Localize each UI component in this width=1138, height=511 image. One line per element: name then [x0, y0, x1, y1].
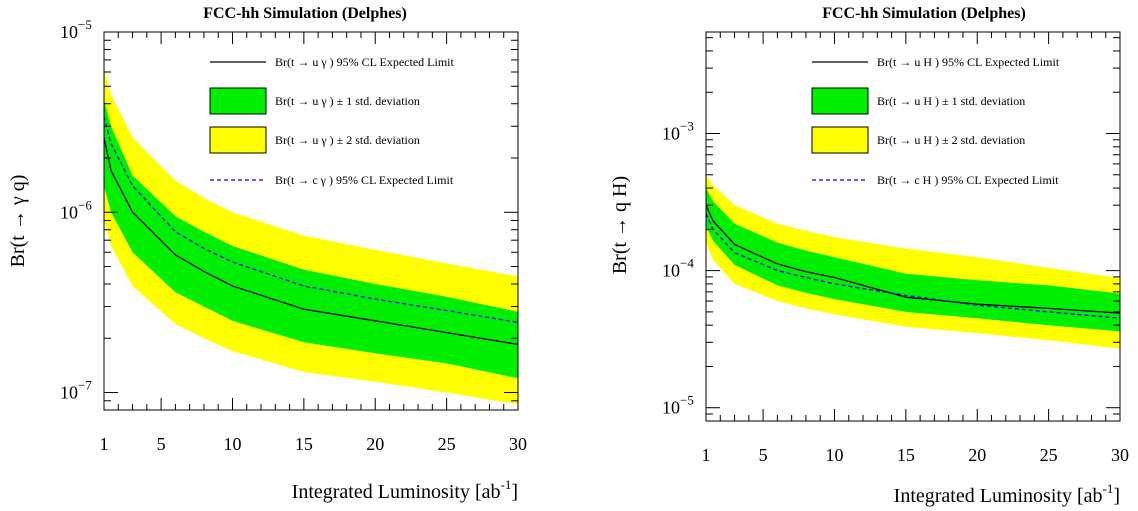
y-tick-mantissa: 10 — [662, 124, 680, 144]
y-tick-mantissa: 10 — [662, 261, 680, 281]
band-1sigma — [104, 99, 518, 379]
series-line-u — [104, 137, 518, 346]
legend-label: Br(t → u γ ) 95% CL Expected Limit — [275, 55, 454, 69]
x-axis-label-end: ] — [511, 481, 518, 503]
y-tick-exponent: −7 — [78, 378, 92, 393]
x-axis-label-sup: -1 — [500, 477, 511, 492]
plot-frame — [705, 31, 1121, 422]
x-tick-label: 1 — [100, 434, 109, 454]
legend-swatch — [811, 126, 869, 154]
chart-title: FCC-hh Simulation (Delphes) — [822, 5, 1026, 22]
band-1sigma — [706, 188, 1120, 332]
legend-label: Br(t → u H ) ± 1 std. deviation — [877, 94, 1025, 108]
series-line-c — [104, 116, 518, 324]
y-tick-exponent: −3 — [680, 119, 694, 134]
y-tick-label: 10−5 — [60, 17, 92, 42]
y-tick-label: 10−7 — [60, 378, 92, 403]
x-tick-label: 1 — [702, 445, 711, 465]
legend-label: Br(t → c γ ) 95% CL Expected Limit — [275, 173, 454, 187]
x-axis-label: Integrated Luminosity [ab-1] — [292, 477, 518, 503]
y-axis-label: Br(t → q H) — [609, 176, 631, 274]
y-axis-label: Br(t → γ q) — [7, 175, 29, 268]
y-tick-mantissa: 10 — [60, 22, 78, 42]
legend-swatch — [811, 87, 869, 115]
y-tick-mantissa: 10 — [60, 202, 78, 222]
x-tick-label: 5 — [759, 445, 768, 465]
x-tick-label: 20 — [366, 434, 384, 454]
legend-label: Br(t → u γ ) ± 2 std. deviation — [275, 133, 420, 147]
legend-label: Br(t → c H ) 95% CL Expected Limit — [877, 173, 1059, 187]
y-tick-label: 10−5 — [662, 393, 694, 418]
legend-label: Br(t → u H ) 95% CL Expected Limit — [877, 55, 1060, 69]
y-tick-exponent: −5 — [78, 17, 92, 32]
series-line-u — [706, 204, 1120, 314]
x-tick-label: 10 — [223, 434, 241, 454]
y-tick-exponent: −5 — [680, 393, 694, 408]
legend-label: Br(t → u H ) ± 2 std. deviation — [877, 133, 1025, 147]
x-tick-label: 5 — [157, 434, 166, 454]
x-axis-label-text: Integrated Luminosity [ab — [292, 481, 501, 503]
y-tick-label: 10−6 — [60, 197, 92, 222]
y-tick-mantissa: 10 — [60, 383, 78, 403]
plot-area — [706, 174, 1120, 349]
y-tick-mantissa: 10 — [662, 398, 680, 418]
plot-area — [104, 69, 518, 405]
legend-swatch — [209, 87, 267, 115]
x-axis-label-end: ] — [1113, 485, 1120, 507]
chart-title: FCC-hh Simulation (Delphes) — [203, 5, 407, 22]
legend-label: Br(t → u γ ) ± 1 std. deviation — [275, 94, 420, 108]
y-tick-exponent: −6 — [78, 197, 92, 212]
x-tick-label: 10 — [825, 445, 843, 465]
legend-swatch — [209, 126, 267, 154]
x-axis-label-text: Integrated Luminosity [ab — [894, 485, 1103, 507]
x-tick-label: 15 — [897, 445, 915, 465]
x-tick-label: 15 — [295, 434, 313, 454]
x-tick-label: 20 — [968, 445, 986, 465]
y-tick-label: 10−4 — [662, 256, 694, 281]
x-tick-label: 25 — [1040, 445, 1058, 465]
y-tick-label: 10−3 — [662, 119, 694, 144]
x-axis-label: Integrated Luminosity [ab-1] — [894, 481, 1120, 507]
y-tick-exponent: −4 — [680, 256, 694, 271]
x-axis-label-sup: -1 — [1102, 481, 1113, 496]
x-tick-label: 30 — [1111, 445, 1129, 465]
x-tick-label: 25 — [438, 434, 456, 454]
x-tick-label: 30 — [509, 434, 527, 454]
